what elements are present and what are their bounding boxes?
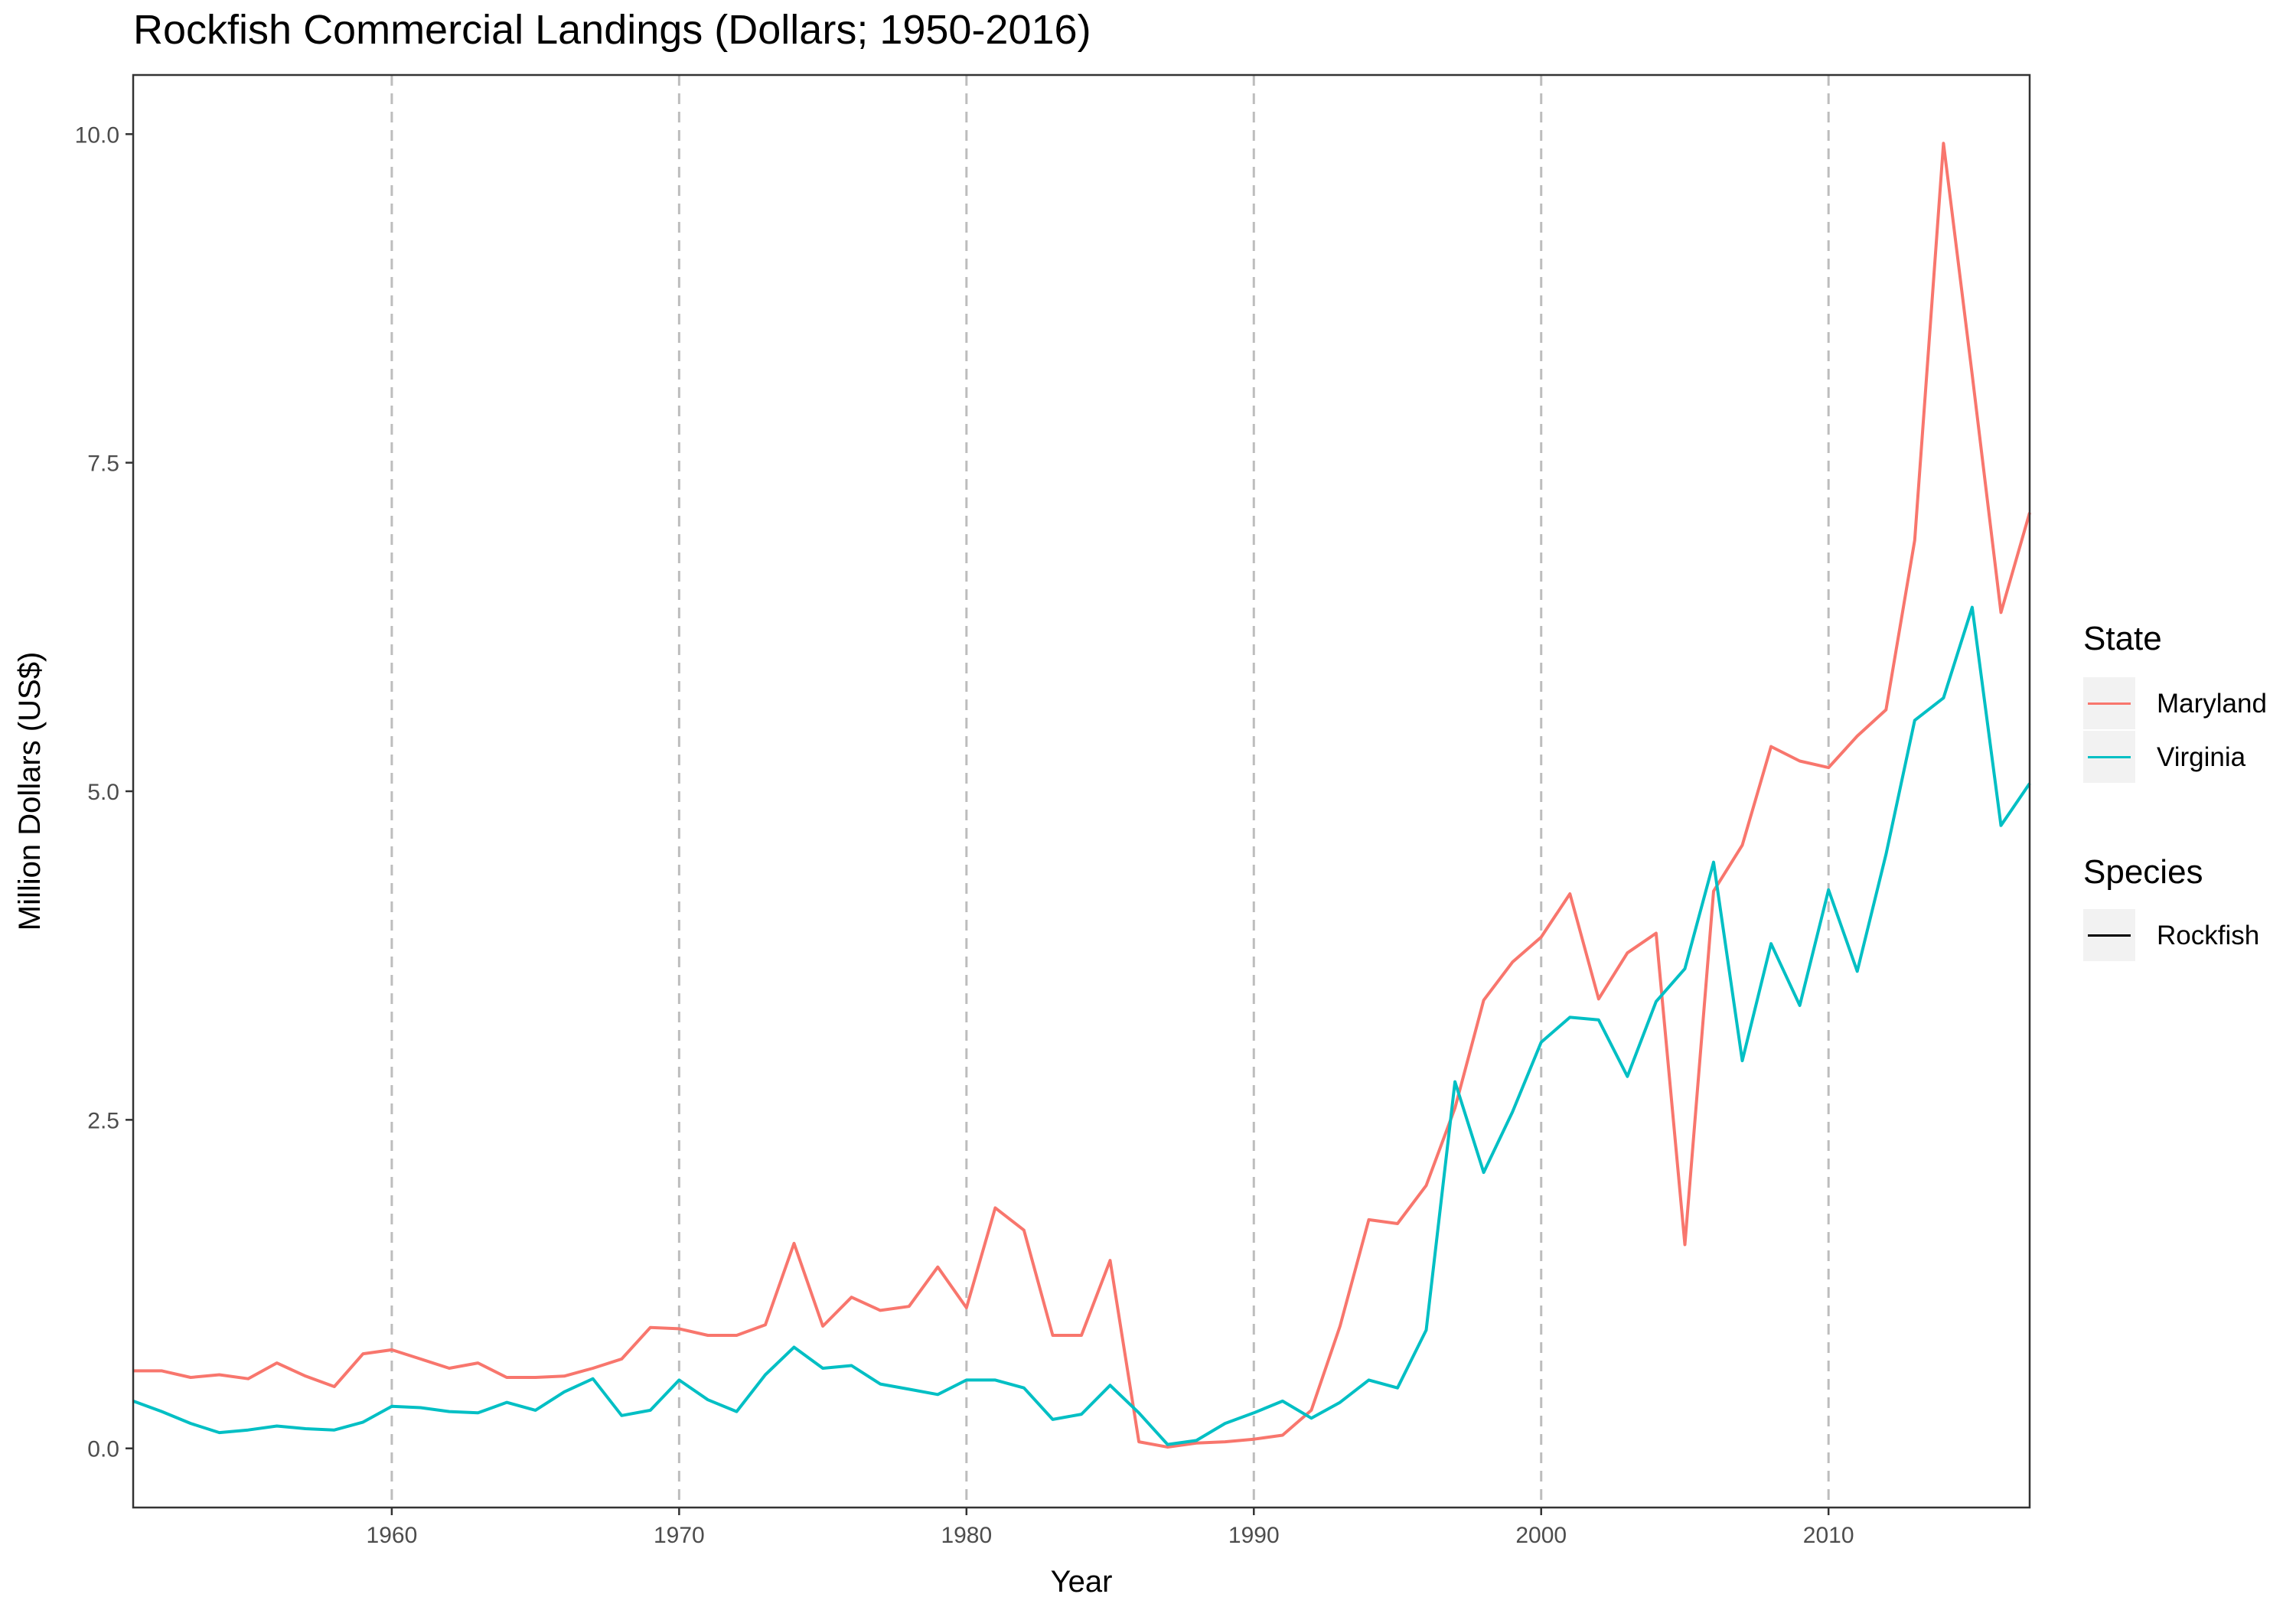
x-axis-title: Year <box>1051 1565 1113 1599</box>
series-line-maryland <box>133 142 2031 1449</box>
chart-title: Rockfish Commercial Landings (Dollars; 1… <box>133 7 1091 53</box>
plot-border <box>132 73 2031 1509</box>
series-line-virginia <box>132 605 2031 1446</box>
x-tick-label-1990: 1990 <box>1228 1523 1280 1548</box>
legend-label-rockfish: Rockfish <box>2157 921 2260 950</box>
y-tick-label-7.5: 7.5 <box>87 451 119 477</box>
x-tick-label-2010: 2010 <box>1803 1523 1854 1548</box>
legend-title-species: Species <box>2083 853 2203 891</box>
y-tick-label-5.0: 5.0 <box>87 780 119 805</box>
legend-key-maryland <box>2083 677 2135 729</box>
x-tick-label-1970: 1970 <box>654 1523 705 1548</box>
x-tick-label-1980: 1980 <box>941 1523 992 1548</box>
legend-label-virginia: Virginia <box>2157 742 2246 772</box>
legend-label-maryland: Maryland <box>2157 689 2267 719</box>
y-tick-label-10.0: 10.0 <box>75 122 119 148</box>
y-tick-label-2.5: 2.5 <box>87 1108 119 1133</box>
legend-title-state: State <box>2083 620 2162 657</box>
x-tick-label-2000: 2000 <box>1515 1523 1567 1548</box>
legend-key-virginia <box>2083 731 2135 783</box>
x-tick-label-1960: 1960 <box>367 1523 418 1548</box>
y-tick-label-0.0: 0.0 <box>87 1437 119 1462</box>
legend-key-rockfish <box>2083 909 2135 961</box>
y-axis-title: Million Dollars (US$) <box>13 652 47 931</box>
